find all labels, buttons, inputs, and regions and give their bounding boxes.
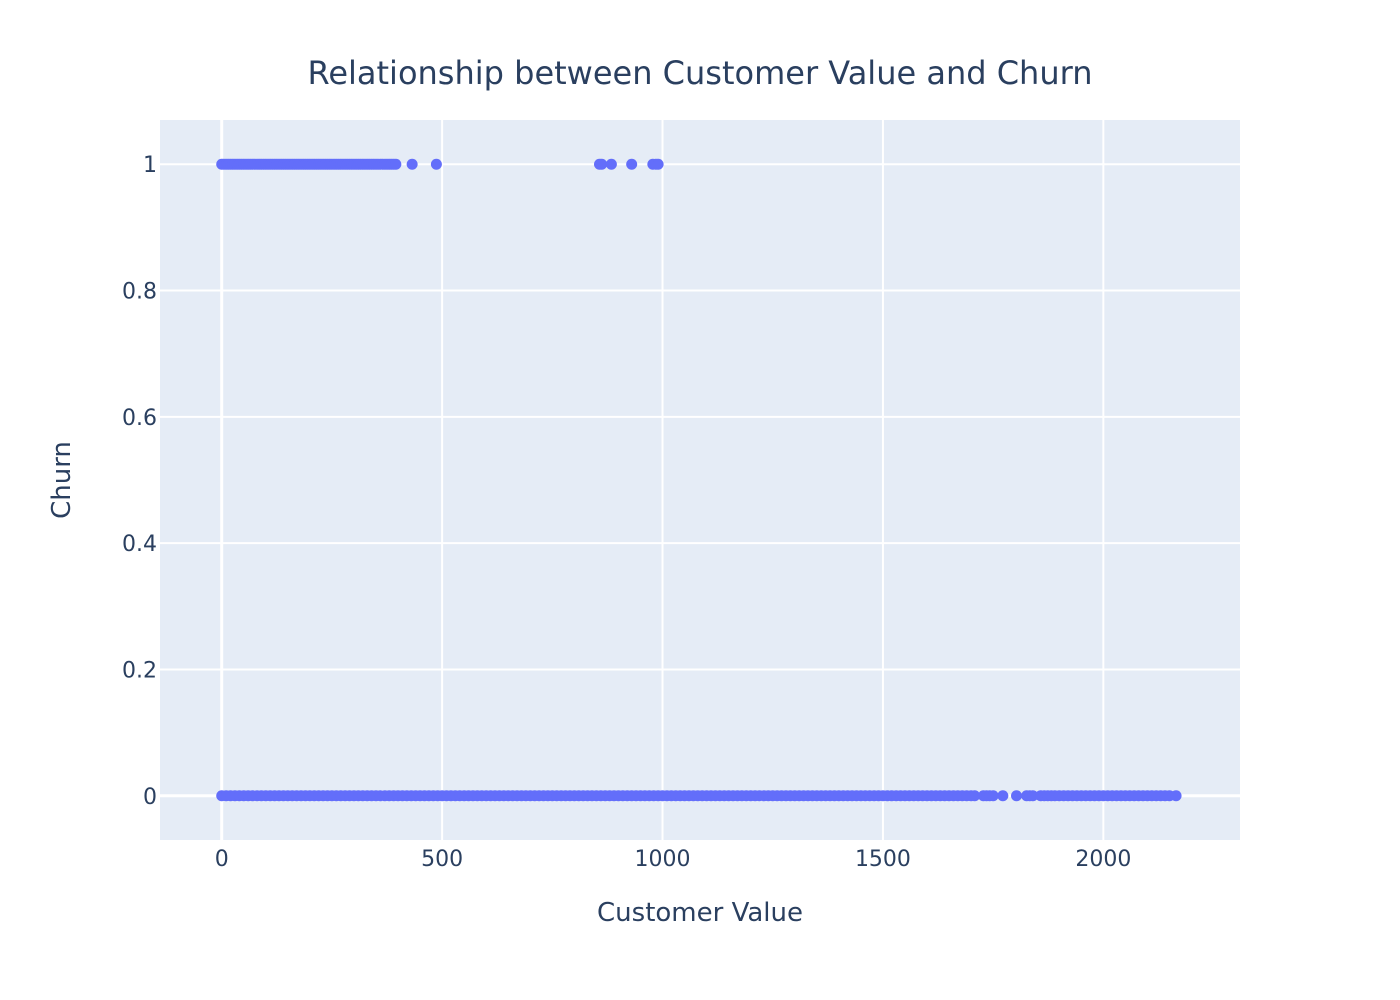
y-tick-label: 0.2 xyxy=(122,658,157,683)
data-point xyxy=(997,790,1009,802)
y-tick-label: 0.6 xyxy=(122,406,157,431)
x-tick-label: 2000 xyxy=(1075,847,1131,872)
tick-labels: 0 500 1000 1500 2000 0 0.2 0.4 0.6 0.8 1 xyxy=(122,153,1131,872)
data-point xyxy=(969,790,981,802)
y-tick-label: 1 xyxy=(143,153,157,178)
y-axis-title: Churn xyxy=(47,441,77,519)
x-tick-label: 1500 xyxy=(855,847,911,872)
data-point xyxy=(406,158,418,170)
data-point xyxy=(430,158,442,170)
data-points xyxy=(216,158,1182,802)
data-point xyxy=(596,158,608,170)
x-tick-label: 500 xyxy=(421,847,463,872)
data-point xyxy=(605,158,617,170)
data-point xyxy=(1170,790,1182,802)
data-point xyxy=(987,790,999,802)
data-point xyxy=(1011,790,1023,802)
x-tick-label: 1000 xyxy=(635,847,691,872)
x-axis-title: Customer Value xyxy=(597,898,803,928)
y-tick-label: 0.8 xyxy=(122,280,157,305)
y-tick-label: 0.4 xyxy=(122,532,157,557)
plot-area xyxy=(160,120,1240,840)
data-point xyxy=(652,158,664,170)
y-tick-label: 0 xyxy=(143,785,157,810)
chart-title: Relationship between Customer Value and … xyxy=(308,54,1093,92)
x-tick-label: 0 xyxy=(215,847,229,872)
data-point xyxy=(390,158,402,170)
data-point xyxy=(1027,790,1039,802)
data-point xyxy=(626,158,638,170)
